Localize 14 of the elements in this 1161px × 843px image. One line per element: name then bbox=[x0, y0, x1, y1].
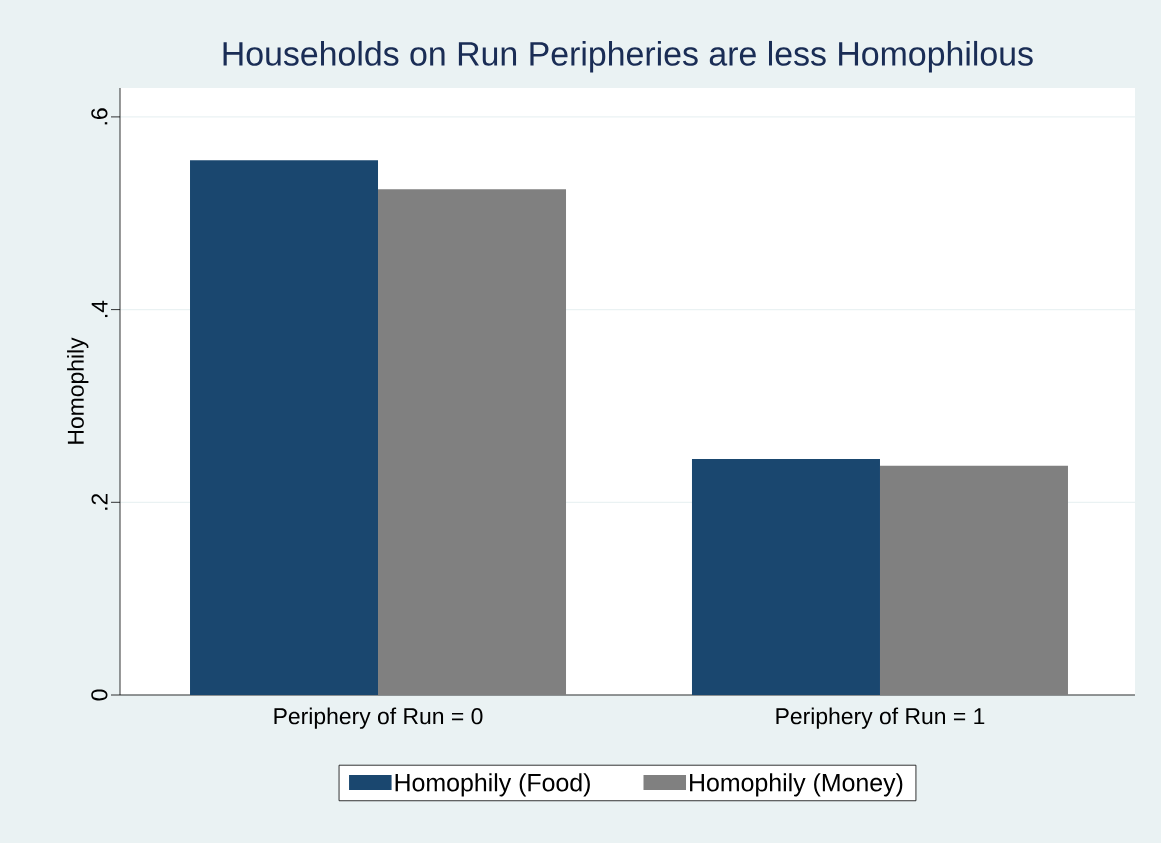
bar bbox=[879, 465, 1068, 695]
bar bbox=[691, 458, 880, 695]
x-tick-label: Periphery of Run = 1 bbox=[776, 707, 985, 729]
bar bbox=[378, 189, 567, 695]
y-tick-label: .4 bbox=[91, 300, 108, 318]
y-axis-title: Homophily bbox=[67, 337, 89, 444]
bar bbox=[190, 160, 379, 695]
x-tick-label: Periphery of Run = 0 bbox=[274, 707, 483, 729]
legend-label: Homophily (Food) bbox=[395, 773, 590, 797]
y-tick-label: .2 bbox=[91, 493, 108, 510]
y-tick-label: .6 bbox=[91, 108, 108, 125]
chart-title: Households on Run Peripheries are less Homophilous bbox=[223, 40, 1033, 73]
y-tick-label: 0 bbox=[91, 689, 108, 701]
legend-label: Homophily (Money) bbox=[690, 773, 903, 797]
